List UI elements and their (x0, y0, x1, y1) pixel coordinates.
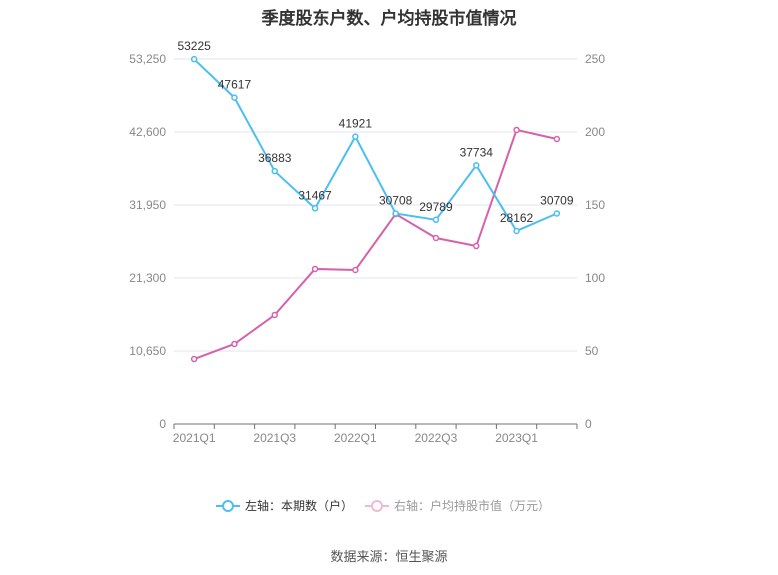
data-point (231, 94, 238, 101)
data-label: 47617 (218, 78, 252, 92)
legend-item-right[interactable]: 右轴：户均持股市值（万元） (365, 497, 550, 514)
data-label: 37734 (460, 145, 494, 159)
data-source: 数据来源：恒生聚源 (330, 549, 448, 564)
data-label: 31467 (298, 188, 332, 202)
data-point (473, 162, 480, 169)
data-point (553, 135, 561, 143)
legend-item-left[interactable]: 左轴：本期数（户） (216, 497, 353, 514)
data-point (352, 133, 359, 140)
right-axis-tick-label: 0 (585, 417, 592, 431)
data-point (392, 210, 399, 217)
data-label: 30709 (540, 194, 574, 208)
x-axis-tick-label: 2022Q3 (415, 431, 458, 445)
right-axis-tick-label: 100 (585, 271, 605, 285)
data-label: 36883 (258, 151, 292, 165)
data-label: 30708 (379, 194, 413, 208)
left-axis-tick-label: 31,950 (129, 198, 166, 212)
legend-circle-icon (365, 499, 389, 512)
right-axis-tick-label: 150 (585, 198, 605, 212)
x-axis-tick-label: 2021Q3 (253, 431, 296, 445)
legend-label: 左轴：本期数（户） (245, 499, 354, 513)
data-point (190, 55, 198, 63)
data-point (513, 227, 520, 235)
series-line (193, 128, 558, 360)
data-point (311, 265, 319, 273)
right-axis-tick-label: 50 (585, 344, 599, 358)
data-point (311, 205, 319, 212)
left-axis-tick-label: 10,650 (129, 344, 166, 358)
data-point (432, 234, 440, 242)
data-label: 41921 (339, 117, 373, 131)
x-axis-tick-label: 2022Q1 (334, 431, 377, 445)
left-axis-tick-label: 53,250 (129, 52, 166, 66)
data-point (271, 311, 278, 319)
data-point (231, 340, 238, 348)
x-axis-tick-label: 2023Q1 (495, 431, 538, 445)
data-point (513, 126, 520, 134)
left-axis-tick-label: 21,300 (129, 271, 166, 285)
chart-title: 季度股东户数、户均持股市值情况 (261, 9, 517, 28)
data-point (352, 266, 359, 274)
right-axis-tick-label: 200 (585, 125, 605, 139)
series-line (193, 58, 558, 233)
legend-label: 右轴：户均持股市值（万元） (394, 499, 551, 513)
left-axis-tick-label: 0 (159, 417, 166, 431)
legend-circle-icon (216, 499, 240, 512)
right-axis-tick-label: 250 (585, 52, 605, 66)
data-point (473, 242, 480, 250)
data-label: 29789 (419, 200, 453, 214)
data-point (190, 355, 198, 363)
data-point (271, 167, 278, 175)
left-axis-tick-label: 42,600 (129, 125, 166, 139)
data-point (432, 216, 440, 224)
data-label: 28162 (500, 211, 534, 225)
data-point (553, 210, 561, 217)
data-label: 53225 (177, 39, 211, 53)
x-axis-tick-label: 2021Q1 (173, 431, 216, 445)
